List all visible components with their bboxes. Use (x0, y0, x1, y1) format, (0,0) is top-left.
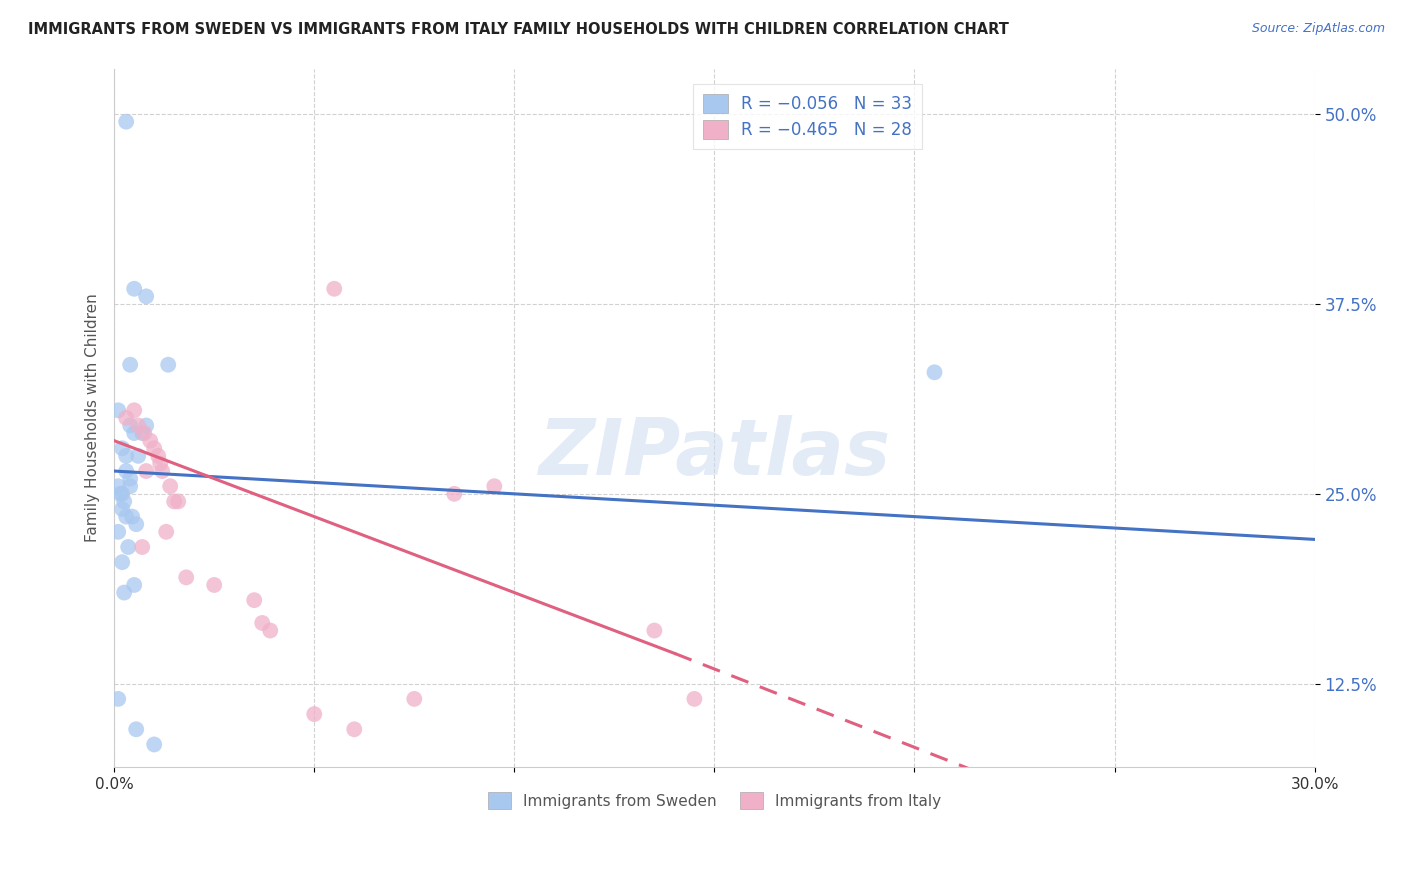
Point (159, 479, 181, 493)
Point (443, 487, 465, 501)
Point (122, 426, 145, 441)
Point (127, 418, 149, 433)
Point (115, 410, 138, 425)
Point (135, 289, 157, 303)
Point (924, 365, 946, 379)
Point (115, 114, 138, 128)
Point (115, 464, 138, 478)
Y-axis label: Family Households with Children: Family Households with Children (86, 293, 100, 542)
Point (243, 593, 266, 607)
Point (112, 494, 135, 508)
Point (484, 479, 506, 493)
Point (139, 434, 162, 448)
Point (125, 723, 148, 737)
Point (643, 624, 665, 638)
Point (122, 403, 145, 417)
Point (120, 479, 142, 493)
Point (125, 517, 148, 532)
Point (112, 585, 135, 599)
Point (107, 692, 129, 706)
Text: Source: ZipAtlas.com: Source: ZipAtlas.com (1251, 22, 1385, 36)
Point (404, 692, 426, 706)
Point (115, 509, 138, 524)
Point (121, 509, 143, 524)
Text: IMMIGRANTS FROM SWEDEN VS IMMIGRANTS FROM ITALY FAMILY HOUSEHOLDS WITH CHILDREN : IMMIGRANTS FROM SWEDEN VS IMMIGRANTS FRO… (28, 22, 1010, 37)
Point (143, 738, 166, 752)
Point (323, 282, 346, 296)
Text: ZIPatlas: ZIPatlas (538, 415, 890, 491)
Point (115, 449, 138, 463)
Point (149, 457, 172, 471)
Point (111, 502, 134, 516)
Point (111, 442, 134, 456)
Point (131, 426, 153, 441)
Point (343, 723, 366, 737)
Point (683, 692, 706, 706)
Point (174, 570, 197, 584)
Point (131, 540, 153, 554)
Point (127, 449, 149, 463)
Point (135, 464, 157, 478)
Point (120, 358, 142, 372)
Point (117, 540, 139, 554)
Point (252, 615, 274, 630)
Point (122, 578, 145, 592)
Point (157, 358, 180, 372)
Point (304, 707, 326, 722)
Point (143, 442, 166, 456)
Point (120, 418, 142, 433)
Point (111, 487, 134, 501)
Point (107, 479, 129, 493)
Point (167, 494, 190, 508)
Point (163, 494, 186, 508)
Point (202, 578, 225, 592)
Point (111, 555, 134, 569)
Point (122, 282, 145, 296)
Point (135, 418, 157, 433)
Point (107, 524, 129, 539)
Point (120, 472, 142, 486)
Point (134, 426, 156, 441)
Point (150, 464, 173, 478)
Point (107, 403, 129, 417)
Point (148, 449, 170, 463)
Legend: Immigrants from Sweden, Immigrants from Italy: Immigrants from Sweden, Immigrants from … (482, 786, 948, 815)
Point (108, 487, 131, 501)
Point (259, 624, 281, 638)
Point (155, 524, 177, 539)
